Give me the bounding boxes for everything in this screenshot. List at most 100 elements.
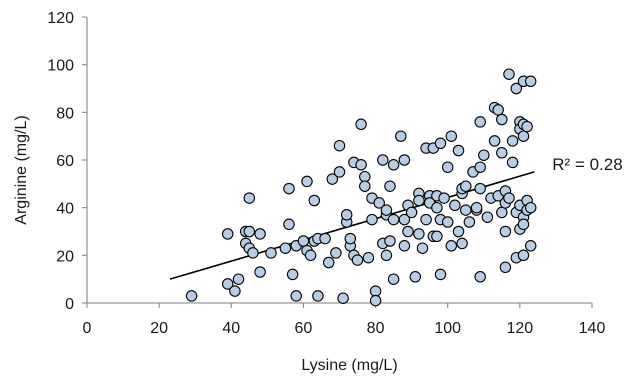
data-point — [221, 278, 234, 290]
x-tick-label: 20 — [150, 320, 168, 337]
trendline — [169, 171, 535, 280]
data-point — [402, 225, 414, 238]
data-point — [431, 230, 443, 243]
data-point — [243, 225, 256, 238]
x-tick-label: 80 — [367, 320, 385, 337]
data-point — [247, 247, 259, 259]
data-point — [416, 242, 429, 254]
data-point — [369, 285, 382, 297]
data-point — [387, 159, 400, 171]
data-point — [420, 213, 432, 226]
data-point — [377, 154, 389, 166]
data-point — [373, 197, 385, 209]
data-point — [297, 235, 310, 247]
data-point — [434, 268, 447, 281]
data-point — [333, 139, 346, 152]
data-point — [359, 180, 371, 192]
data-point — [510, 82, 523, 95]
y-tick-label: 120 — [47, 10, 74, 27]
axes: 0 20 40 60 80 100 120 140 0 20 40 60 80 100 120 — [47, 10, 605, 337]
data-point — [380, 204, 393, 216]
data-point — [312, 290, 324, 302]
data-point — [366, 213, 378, 226]
data-point — [478, 149, 490, 161]
data-point — [333, 166, 346, 178]
data-point — [387, 273, 400, 285]
data-point — [351, 254, 364, 266]
data-point — [496, 113, 508, 126]
data-point — [326, 173, 339, 185]
data-point — [232, 273, 245, 285]
data-point — [395, 130, 407, 142]
data-point — [474, 116, 486, 128]
y-tick-label: 20 — [56, 248, 74, 265]
data-point — [185, 290, 198, 302]
y-tick-label: 40 — [56, 201, 74, 218]
y-axis-title: Arginine (mg/L) — [13, 115, 30, 224]
data-point — [413, 228, 425, 240]
data-point — [452, 144, 465, 157]
data-point — [340, 209, 353, 221]
data-point — [265, 247, 277, 259]
data-point — [409, 271, 422, 283]
data-point — [488, 135, 501, 147]
data-point — [254, 228, 266, 240]
data-point — [460, 204, 472, 216]
data-point — [243, 192, 256, 204]
data-point — [463, 216, 476, 228]
x-tick-label: 0 — [83, 320, 92, 337]
data-point — [398, 154, 411, 166]
data-point — [405, 206, 418, 219]
data-point — [449, 199, 461, 212]
data-point — [355, 118, 367, 131]
x-tick-label: 60 — [295, 320, 313, 337]
data-point — [474, 161, 486, 173]
data-point — [506, 135, 519, 147]
data-point — [359, 170, 371, 183]
data-point — [499, 225, 512, 238]
data-point — [517, 218, 530, 231]
data-point — [254, 266, 266, 278]
data-point — [304, 249, 317, 262]
data-point — [474, 182, 486, 195]
data-point — [441, 216, 454, 228]
data-point — [362, 251, 375, 264]
data-point — [413, 194, 425, 207]
data-point — [301, 175, 313, 188]
data-point — [229, 285, 241, 297]
data-point — [503, 192, 515, 204]
data-point — [474, 271, 486, 283]
data-point — [384, 180, 396, 192]
data-point — [283, 218, 295, 231]
data-point — [499, 261, 512, 274]
data-point — [460, 180, 472, 192]
data-point — [279, 242, 292, 254]
x-tick-label: 40 — [222, 320, 240, 337]
data-point — [431, 201, 443, 214]
data-point — [319, 232, 331, 245]
data-point — [286, 268, 299, 281]
data-point — [517, 130, 530, 142]
data-point — [344, 232, 357, 245]
trendline-group — [169, 171, 535, 280]
data-point — [496, 206, 508, 219]
data-point — [337, 292, 349, 304]
data-point — [369, 294, 382, 307]
data-point — [355, 159, 367, 171]
data-point — [506, 156, 519, 169]
r-squared-annotation: R² = 0.28 — [552, 155, 622, 174]
data-point — [445, 130, 458, 142]
x-axis-title: Lysine (mg/L) — [301, 357, 397, 374]
data-point — [481, 211, 494, 223]
data-point — [524, 240, 537, 252]
data-point — [434, 137, 447, 150]
data-point — [492, 104, 504, 116]
data-point — [524, 201, 537, 214]
y-tick-label: 0 — [65, 296, 74, 313]
data-point — [283, 182, 295, 195]
data-point — [330, 247, 342, 259]
y-tick-label: 100 — [47, 58, 74, 75]
data-point — [470, 201, 483, 214]
